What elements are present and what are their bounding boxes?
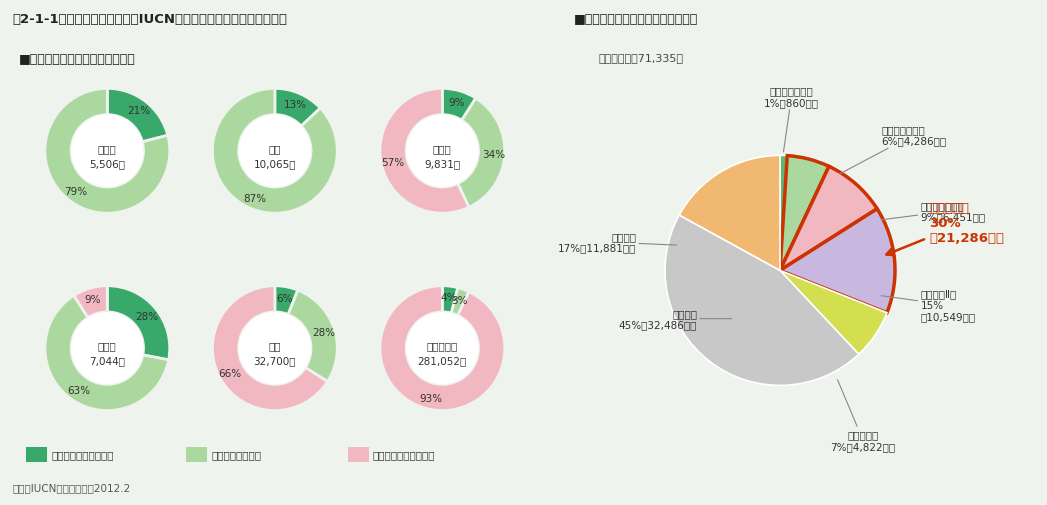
Text: 情報不足
17%（11,881種）: 情報不足 17%（11,881種） bbox=[558, 231, 676, 253]
Wedge shape bbox=[458, 99, 505, 208]
Wedge shape bbox=[451, 288, 469, 316]
Text: ■評価した種の各カテゴリーの割合: ■評価した種の各カテゴリーの割合 bbox=[574, 13, 698, 26]
Wedge shape bbox=[288, 290, 337, 382]
Wedge shape bbox=[380, 89, 469, 214]
Text: 28%: 28% bbox=[312, 328, 335, 338]
Wedge shape bbox=[274, 89, 320, 127]
Text: 維管束植物: 維管束植物 bbox=[427, 340, 458, 350]
Text: 哺乳類: 哺乳類 bbox=[98, 143, 116, 154]
Text: 87%: 87% bbox=[243, 193, 266, 204]
Wedge shape bbox=[213, 286, 328, 411]
Text: 絶滅危惧Ⅱ類
15%
（10,549種）: 絶滅危惧Ⅱ類 15% （10,549種） bbox=[882, 289, 976, 322]
Text: 79%: 79% bbox=[64, 187, 88, 197]
Wedge shape bbox=[380, 286, 505, 411]
Text: 絶滅危惧ＩＢ類
9%（6,451種）: 絶滅危惧ＩＢ類 9%（6,451種） bbox=[882, 200, 985, 222]
Text: 5,506種: 5,506種 bbox=[89, 159, 126, 169]
Wedge shape bbox=[442, 286, 458, 314]
Text: 281,052種: 281,052種 bbox=[418, 356, 467, 366]
Text: 57%: 57% bbox=[381, 158, 404, 168]
Text: 66%: 66% bbox=[219, 368, 242, 378]
Text: 図2-1-1　世界自然保護連合（IUCN）による絶滅危惧種の評価状況: 図2-1-1 世界自然保護連合（IUCN）による絶滅危惧種の評価状況 bbox=[13, 13, 288, 26]
Text: 評価を行っていない種: 評価を行っていない種 bbox=[373, 449, 436, 460]
Text: 7,044種: 7,044種 bbox=[89, 356, 126, 366]
Text: 9%: 9% bbox=[448, 97, 465, 108]
Text: 93%: 93% bbox=[420, 393, 443, 403]
Text: 9%: 9% bbox=[85, 294, 102, 305]
Wedge shape bbox=[45, 296, 169, 411]
Text: 3%: 3% bbox=[451, 295, 468, 306]
Text: 34%: 34% bbox=[482, 149, 505, 160]
Text: ■主な分類群の絶滅危惧種の割合: ■主な分類群の絶滅危惧種の割合 bbox=[19, 53, 136, 66]
Wedge shape bbox=[107, 89, 168, 142]
Text: 爬虫類: 爬虫類 bbox=[433, 143, 451, 154]
Circle shape bbox=[239, 115, 311, 188]
Wedge shape bbox=[107, 286, 170, 360]
Text: 絶滅のおそれのある種: 絶滅のおそれのある種 bbox=[51, 449, 114, 460]
Wedge shape bbox=[213, 89, 337, 214]
Wedge shape bbox=[780, 156, 787, 271]
Text: 10,065種: 10,065種 bbox=[253, 159, 296, 169]
Text: 28%: 28% bbox=[135, 311, 158, 321]
Text: 評価総種数：71,335種: 評価総種数：71,335種 bbox=[599, 53, 684, 63]
Text: 4%: 4% bbox=[441, 293, 458, 303]
Text: 32,700種: 32,700種 bbox=[253, 356, 296, 366]
Wedge shape bbox=[780, 210, 895, 313]
Circle shape bbox=[71, 312, 143, 385]
Text: 13%: 13% bbox=[284, 99, 307, 110]
Text: 63%: 63% bbox=[67, 386, 90, 396]
Circle shape bbox=[406, 312, 478, 385]
Wedge shape bbox=[274, 286, 297, 315]
Text: 6%: 6% bbox=[276, 293, 293, 304]
Text: 上記以外の評価種: 上記以外の評価種 bbox=[211, 449, 262, 460]
Text: 準絶滅危惧
7%（4,822種）: 準絶滅危惧 7%（4,822種） bbox=[830, 380, 895, 451]
Circle shape bbox=[71, 115, 143, 188]
Text: 9,831種: 9,831種 bbox=[424, 159, 461, 169]
Circle shape bbox=[406, 115, 478, 188]
Text: 21%: 21% bbox=[127, 106, 151, 116]
Text: 魚類: 魚類 bbox=[269, 340, 281, 350]
Wedge shape bbox=[442, 89, 475, 121]
Text: 軽度懸念
45%（32,486種）: 軽度懸念 45%（32,486種） bbox=[619, 308, 732, 330]
Text: 絶滅危惧種
30%
（21,286種）: 絶滅危惧種 30% （21,286種） bbox=[887, 201, 1004, 256]
Wedge shape bbox=[780, 271, 887, 355]
Wedge shape bbox=[74, 286, 108, 318]
Text: 両生類: 両生類 bbox=[98, 340, 116, 350]
Circle shape bbox=[239, 312, 311, 385]
Wedge shape bbox=[780, 157, 829, 271]
Text: 絶滅危惧ＩＡ類
6%（4,286種）: 絶滅危惧ＩＡ類 6%（4,286種） bbox=[840, 125, 946, 174]
Wedge shape bbox=[45, 89, 170, 214]
Text: 絶滅・野生絶滅
1%（860種）: 絶滅・野生絶滅 1%（860種） bbox=[764, 86, 819, 153]
Text: 鳥類: 鳥類 bbox=[269, 143, 281, 154]
Wedge shape bbox=[680, 156, 780, 271]
Wedge shape bbox=[780, 167, 877, 271]
Text: 資料：IUCNレッドリスト2012.2: 資料：IUCNレッドリスト2012.2 bbox=[13, 482, 131, 492]
Wedge shape bbox=[665, 216, 859, 386]
